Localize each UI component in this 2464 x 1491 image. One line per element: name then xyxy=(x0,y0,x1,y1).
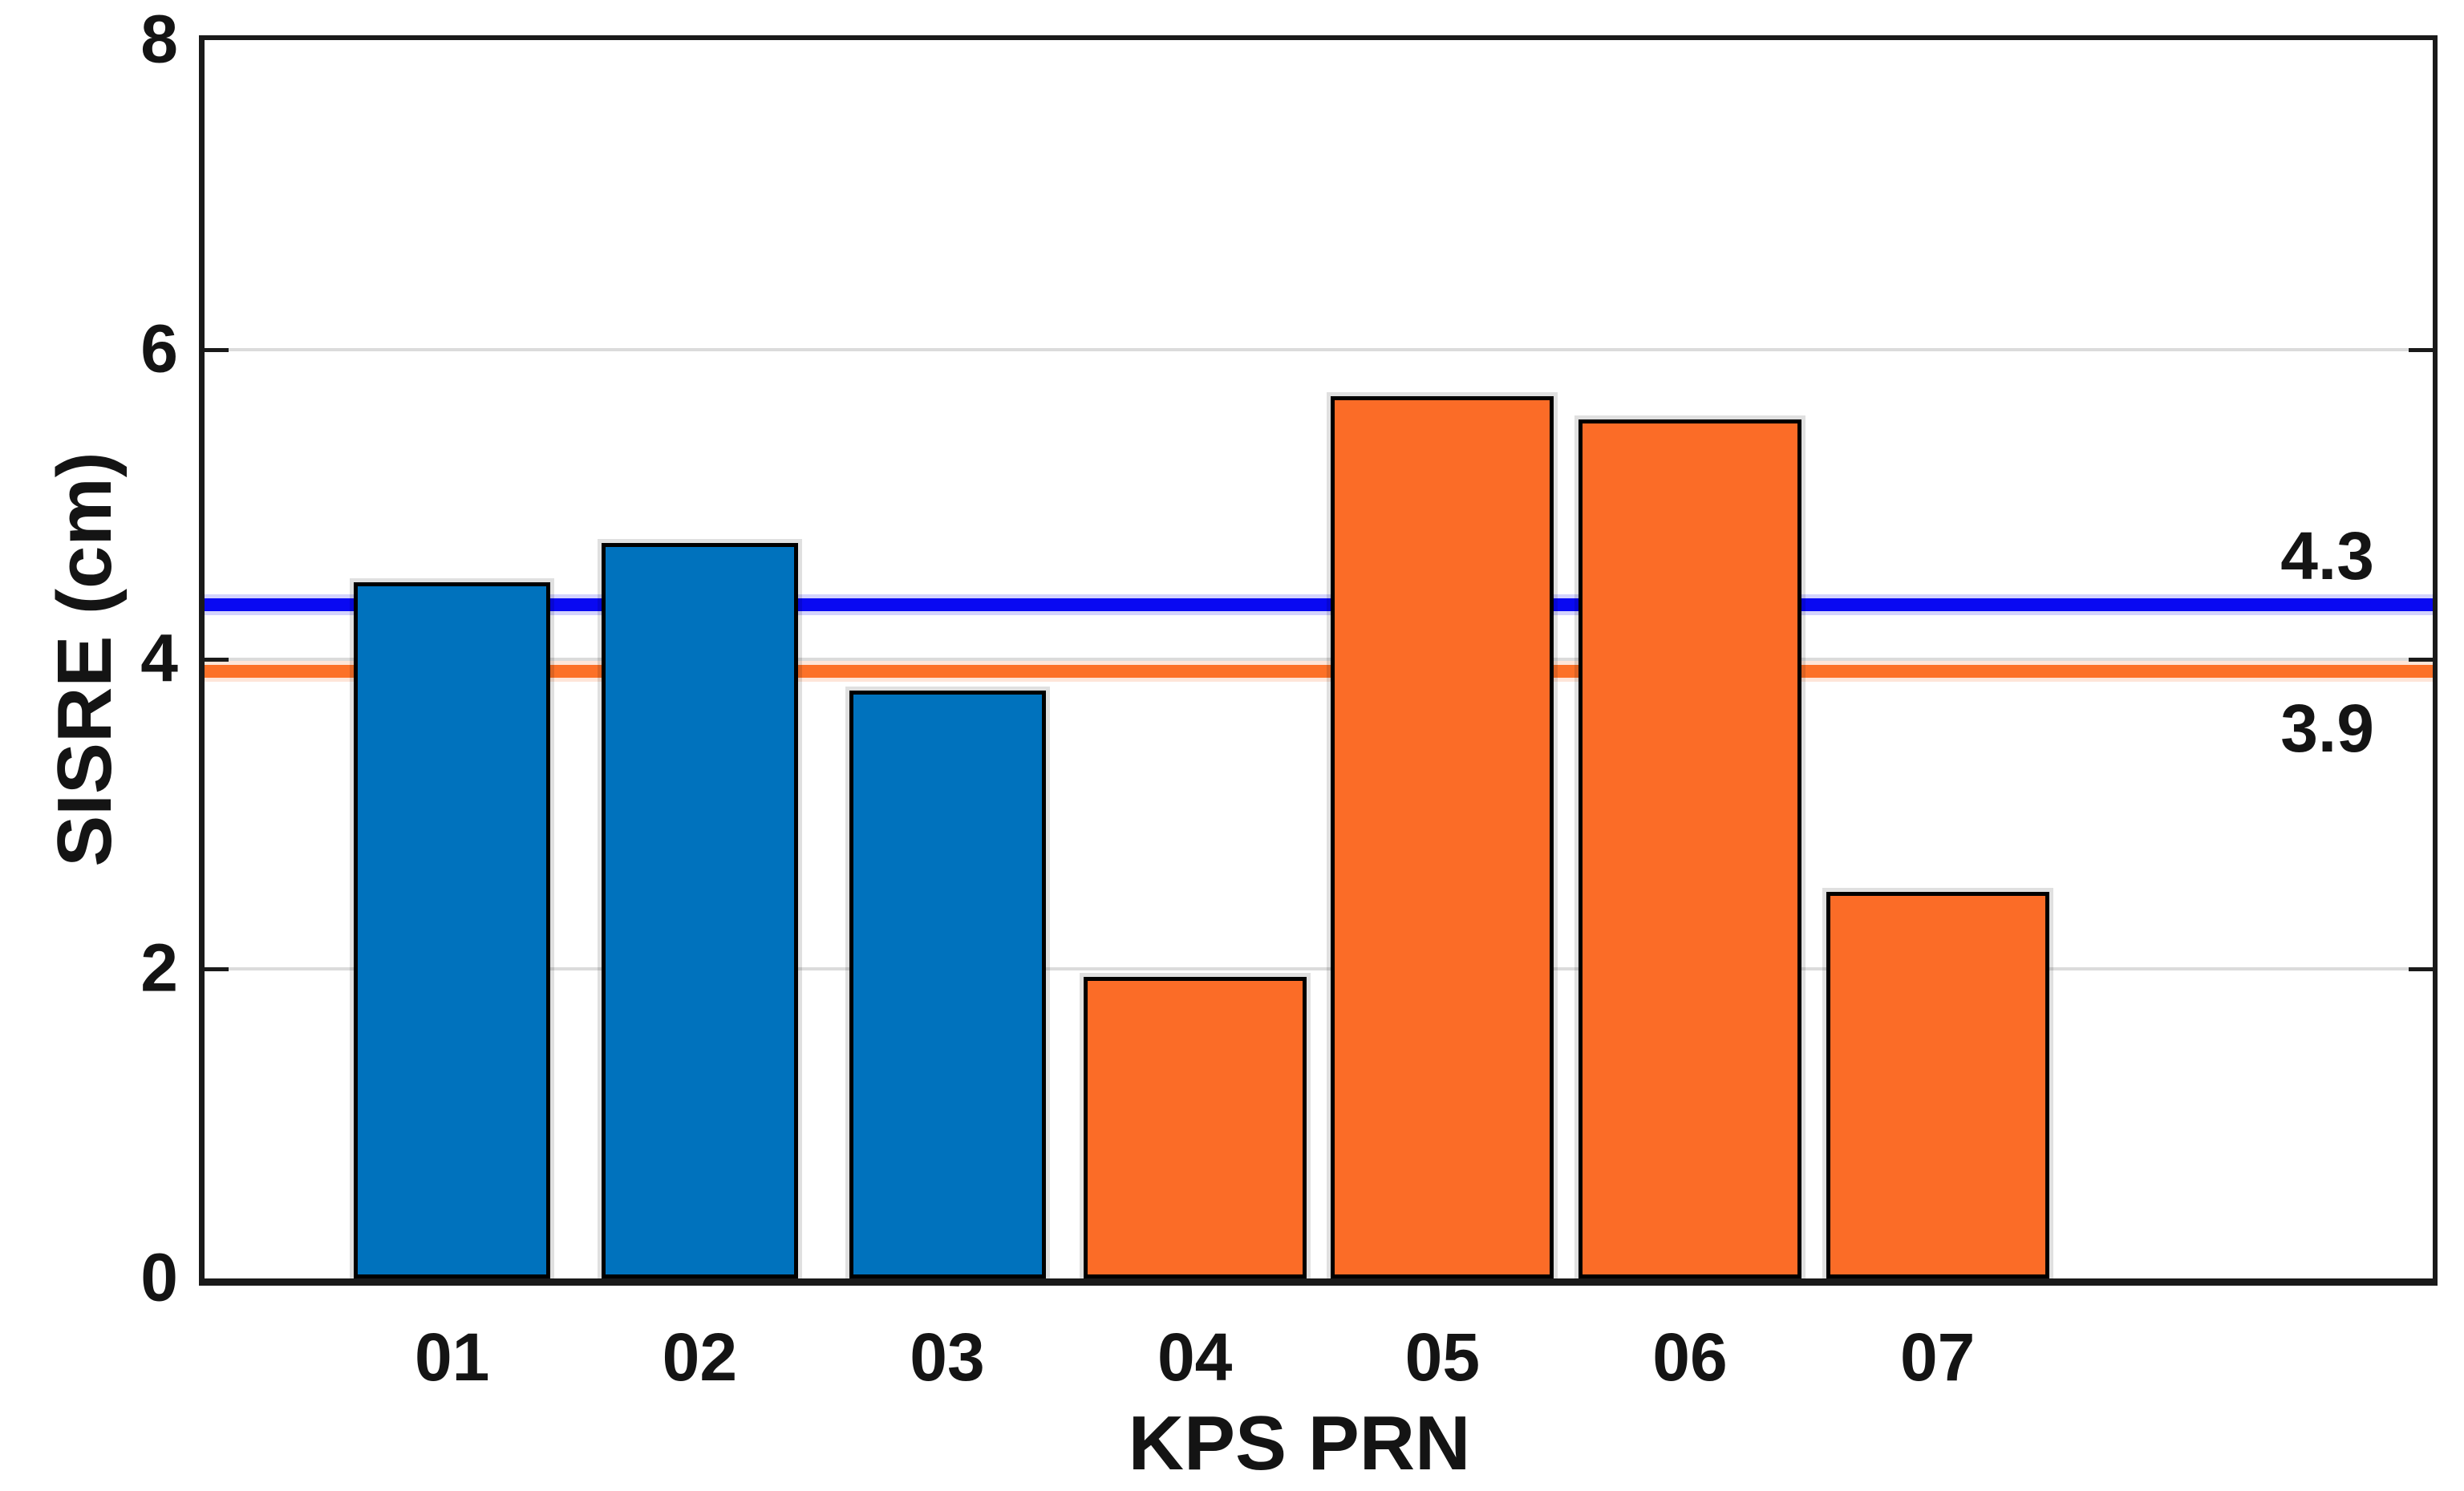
x-axis-title: KPS PRN xyxy=(1128,1400,1471,1486)
gridline-6 xyxy=(205,348,2433,351)
ytick-label-8: 8 xyxy=(140,1,178,77)
xtick-label-07: 07 xyxy=(1899,1319,1976,1395)
ytick-label-6: 6 xyxy=(140,310,178,387)
bar-06 xyxy=(1578,419,1801,1278)
y-tickmark-left-4 xyxy=(205,657,229,662)
bar-02 xyxy=(601,543,798,1278)
bar-04 xyxy=(1083,976,1307,1278)
xtick-label-02: 02 xyxy=(662,1319,738,1395)
gridline-2 xyxy=(205,967,2433,970)
xtick-label-05: 05 xyxy=(1404,1319,1481,1395)
bar-05 xyxy=(1331,395,1554,1278)
y-tickmark-left-2 xyxy=(205,966,229,971)
xtick-label-01: 01 xyxy=(414,1319,490,1395)
xtick-label-03: 03 xyxy=(910,1319,985,1395)
reference-label-4.3: 4.3 xyxy=(2280,518,2374,594)
reference-label-3.9: 3.9 xyxy=(2280,691,2374,767)
bar-03 xyxy=(849,690,1046,1278)
y-tickmark-left-6 xyxy=(205,347,229,352)
plot-area xyxy=(199,35,2438,1286)
y-tickmark-right-2 xyxy=(2409,966,2433,971)
ytick-label-2: 2 xyxy=(140,930,178,1006)
bar-01 xyxy=(354,581,551,1278)
xtick-label-04: 04 xyxy=(1157,1319,1233,1395)
y-tickmark-right-4 xyxy=(2409,657,2433,662)
xtick-label-06: 06 xyxy=(1652,1319,1728,1395)
ytick-label-0: 0 xyxy=(140,1239,178,1315)
bar-07 xyxy=(1826,891,2049,1278)
gridline-4 xyxy=(205,658,2433,661)
y-tickmark-right-6 xyxy=(2409,347,2433,352)
ytick-label-4: 4 xyxy=(140,620,178,696)
